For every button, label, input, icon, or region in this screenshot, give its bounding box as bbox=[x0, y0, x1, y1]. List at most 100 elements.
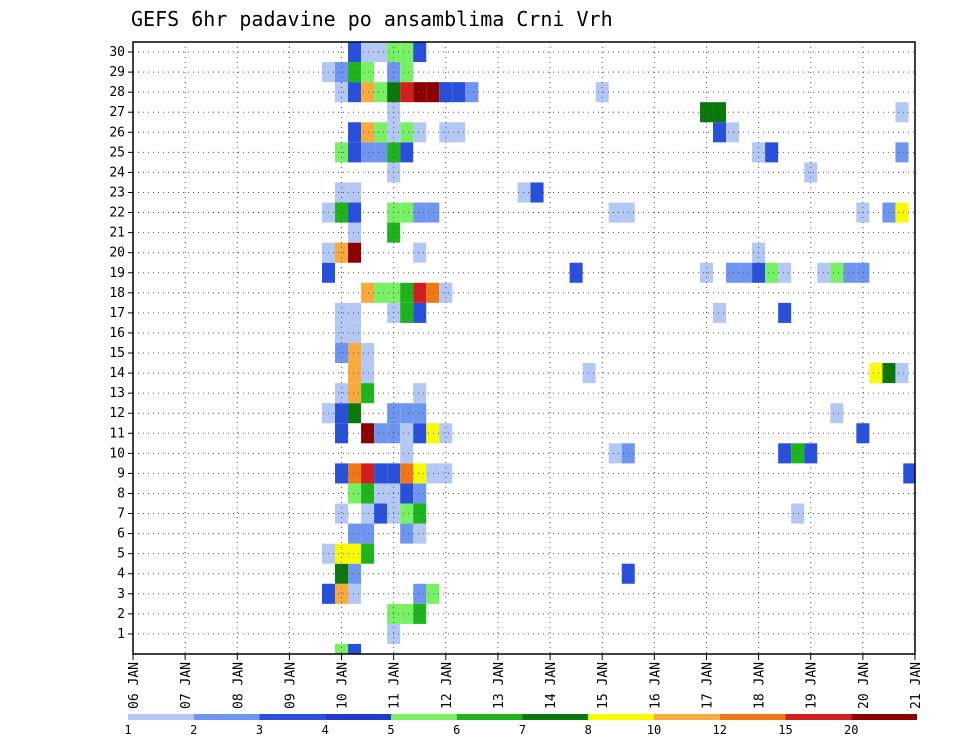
precip-cell bbox=[765, 262, 779, 283]
y-tick-label: 13 bbox=[109, 386, 125, 401]
precip-cell bbox=[895, 363, 909, 384]
precip-cell bbox=[348, 62, 362, 83]
precip-cell bbox=[361, 363, 375, 384]
legend-swatch bbox=[719, 714, 786, 720]
precip-cell bbox=[726, 262, 740, 283]
precip-cell bbox=[335, 503, 349, 524]
y-tick-label: 8 bbox=[117, 486, 125, 501]
precip-cell bbox=[348, 563, 362, 584]
precip-cell bbox=[361, 82, 375, 103]
precip-cell bbox=[400, 463, 414, 484]
y-tick-label: 4 bbox=[117, 567, 125, 582]
precip-cell bbox=[465, 82, 479, 103]
legend-swatch bbox=[193, 714, 260, 720]
precip-cell bbox=[374, 423, 388, 444]
precip-cell bbox=[400, 122, 414, 143]
legend-swatch bbox=[391, 714, 457, 720]
precip-cell bbox=[348, 302, 362, 323]
precip-cell bbox=[413, 383, 427, 404]
precip-cell bbox=[374, 463, 388, 484]
y-tick-label: 14 bbox=[109, 366, 125, 381]
precip-cell bbox=[830, 403, 844, 424]
precip-cell bbox=[348, 82, 362, 103]
precip-cell bbox=[400, 302, 414, 323]
precip-cell bbox=[712, 122, 727, 143]
chart-title: GEFS 6hr padavine po ansamblima Crni Vrh bbox=[131, 7, 613, 31]
y-tick-label: 11 bbox=[109, 426, 125, 441]
precip-cell bbox=[335, 403, 349, 424]
precip-cell bbox=[530, 182, 544, 203]
precip-cell bbox=[400, 483, 414, 504]
x-tick-label: 06 JAN bbox=[127, 662, 142, 709]
precip-cell bbox=[830, 262, 844, 283]
plot-frame bbox=[132, 41, 916, 655]
precip-cell bbox=[903, 463, 915, 484]
x-tick-label: 20 JAN bbox=[857, 662, 872, 709]
precip-cell bbox=[569, 262, 583, 283]
legend-label: 20 bbox=[844, 723, 858, 737]
precip-cell bbox=[348, 643, 362, 654]
y-tick-label: 21 bbox=[109, 226, 125, 241]
precip-cell bbox=[348, 222, 362, 243]
precip-cell bbox=[400, 503, 414, 524]
grid-lines bbox=[133, 42, 915, 654]
precip-cell bbox=[778, 262, 792, 283]
precip-cell bbox=[361, 342, 375, 364]
x-tick-label: 07 JAN bbox=[179, 662, 194, 709]
precip-cell bbox=[413, 403, 427, 424]
legend-label: 4 bbox=[322, 723, 329, 737]
precip-cell bbox=[413, 302, 427, 323]
y-tick-label: 12 bbox=[109, 406, 125, 421]
precip-cell bbox=[400, 603, 414, 624]
precip-cell bbox=[348, 463, 362, 484]
precip-cell bbox=[791, 443, 805, 464]
y-tick-label: 30 bbox=[109, 45, 125, 60]
precip-cell bbox=[361, 142, 375, 163]
precip-cell bbox=[413, 483, 427, 504]
precip-cell bbox=[413, 523, 427, 544]
y-tick-label: 19 bbox=[109, 266, 125, 281]
legend-swatch bbox=[522, 714, 589, 720]
precip-cell bbox=[348, 242, 362, 263]
y-tick-label: 7 bbox=[117, 507, 125, 522]
legend-label: 5 bbox=[387, 723, 394, 737]
precip-cell bbox=[791, 503, 805, 524]
precip-cell bbox=[348, 142, 362, 163]
precip-cell bbox=[608, 202, 622, 223]
precip-cell bbox=[348, 202, 362, 223]
precip-cell bbox=[413, 202, 427, 223]
precip-cell bbox=[582, 363, 596, 384]
precip-cell bbox=[374, 483, 388, 504]
precip-cell bbox=[361, 383, 375, 404]
precip-cell bbox=[843, 262, 857, 283]
y-axis: 1234567891011121314151617181920212223242… bbox=[109, 45, 133, 642]
y-tick-label: 5 bbox=[117, 547, 125, 562]
precip-cell bbox=[335, 563, 349, 584]
x-tick-label: 19 JAN bbox=[805, 662, 820, 709]
precip-cell bbox=[335, 423, 349, 444]
legend-label: 12 bbox=[713, 723, 727, 737]
precip-cell bbox=[374, 122, 388, 143]
legend-swatch bbox=[456, 714, 523, 720]
precip-cell bbox=[400, 423, 414, 444]
precip-cell bbox=[400, 443, 414, 464]
x-tick-label: 14 JAN bbox=[544, 662, 559, 709]
precip-cell bbox=[439, 423, 453, 444]
precip-cell bbox=[361, 122, 375, 143]
precip-cell bbox=[361, 42, 375, 63]
y-tick-label: 16 bbox=[109, 326, 125, 341]
y-tick-label: 23 bbox=[109, 185, 125, 200]
legend-label: 8 bbox=[585, 723, 592, 737]
legend-label: 2 bbox=[190, 723, 197, 737]
y-tick-label: 24 bbox=[109, 165, 125, 180]
legend-swatch bbox=[325, 714, 391, 720]
precip-cell bbox=[335, 342, 349, 364]
precip-cell bbox=[361, 503, 375, 524]
y-tick-label: 9 bbox=[117, 466, 125, 481]
precip-cell bbox=[413, 122, 427, 143]
x-tick-label: 17 JAN bbox=[700, 662, 715, 709]
precip-cell bbox=[348, 583, 362, 604]
legend-label: 6 bbox=[453, 723, 460, 737]
precip-cell bbox=[400, 523, 414, 544]
